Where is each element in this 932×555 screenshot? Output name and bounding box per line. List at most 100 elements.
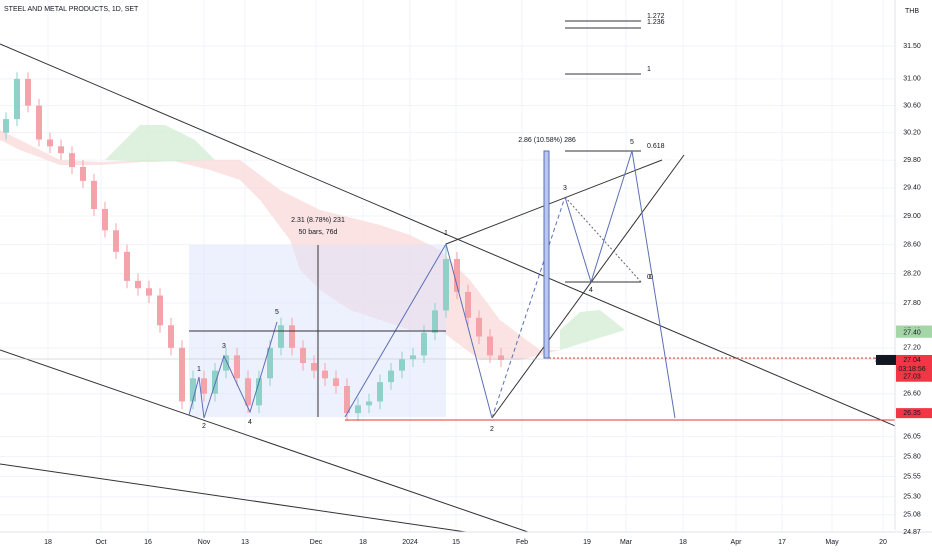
measure-label: 2.31 (8.78%) 231 xyxy=(291,217,345,224)
candle-body xyxy=(47,139,53,147)
price-tag-label: 26.35 xyxy=(903,410,921,417)
candle-body xyxy=(366,401,372,406)
candle-body xyxy=(300,347,306,364)
candle-body xyxy=(3,119,9,133)
wave-label: 1 xyxy=(197,366,201,373)
candle-body xyxy=(421,332,427,356)
currency: THB xyxy=(905,8,919,15)
candle-body xyxy=(80,167,86,181)
candle-body xyxy=(388,370,394,383)
price-tick-label: 25.55 xyxy=(903,473,921,480)
trendline xyxy=(491,154,685,419)
measure-right xyxy=(543,150,550,359)
price-tick-label: 25.80 xyxy=(903,453,921,460)
price-tick-label: 24.87 xyxy=(903,529,921,536)
time-tick-label: Nov xyxy=(198,539,211,546)
price-tag-label: 27.03 xyxy=(903,374,921,381)
last-price-tag xyxy=(896,354,932,374)
chart-title: STEEL AND METAL PRODUCTS, 1D, SET xyxy=(4,6,139,13)
candle-body xyxy=(14,78,20,120)
candle-body xyxy=(465,291,471,318)
price-tick-label: 30.60 xyxy=(903,102,921,109)
candle-body xyxy=(190,378,196,402)
time-tick-label: May xyxy=(825,539,839,546)
candle-body xyxy=(476,317,482,337)
fib-label: 1 xyxy=(647,66,651,73)
time-tick-label: 19 xyxy=(583,539,591,546)
price-tag xyxy=(896,408,932,419)
wave-projection xyxy=(564,150,676,419)
fib-label: 1.236 xyxy=(647,19,665,26)
cloud-green xyxy=(105,125,215,162)
wave-label: 3 xyxy=(222,343,226,350)
last-price: 27.04 xyxy=(903,357,921,364)
wave-label: 2 xyxy=(490,426,494,433)
candle-body xyxy=(234,355,240,379)
candle-body xyxy=(212,370,218,394)
wave xyxy=(188,321,278,419)
price-tick-label: 29.00 xyxy=(903,213,921,220)
wave-label: 4 xyxy=(248,419,252,426)
candle-body xyxy=(135,280,141,289)
candle-body xyxy=(223,355,229,371)
trendline xyxy=(0,43,929,441)
wave-projection xyxy=(491,196,566,419)
candle-body xyxy=(399,359,405,371)
price-tick-label: 31.00 xyxy=(903,76,921,83)
candle-body xyxy=(36,105,42,140)
price-tag xyxy=(896,371,932,382)
time-tick-label: 18 xyxy=(359,539,367,546)
price-scale-bg xyxy=(895,0,932,550)
time-tick-label: 17 xyxy=(778,539,786,546)
candle-body xyxy=(267,347,273,379)
candle-body xyxy=(289,325,295,348)
time-tick-label: Feb xyxy=(516,539,528,546)
candle-body xyxy=(333,378,339,386)
candle-body xyxy=(322,370,328,379)
candle-body xyxy=(168,325,174,348)
price-tick-label: 28.20 xyxy=(903,270,921,277)
candle-body xyxy=(443,259,449,311)
time-tick-label: Dec xyxy=(310,539,323,546)
symbol-label: STEEL xyxy=(875,357,897,364)
price-tick-label: 30.20 xyxy=(903,130,921,137)
wave-label: 4 xyxy=(589,287,593,294)
trendline xyxy=(0,349,529,533)
candle-body xyxy=(355,405,361,414)
price-tick-label: 25.08 xyxy=(903,512,921,519)
cloud-green-2 xyxy=(560,310,625,350)
fib-label: 0 xyxy=(647,274,651,281)
wave-label: 3 xyxy=(563,185,567,192)
candle-body xyxy=(377,382,383,402)
time-tick-label: 15 xyxy=(452,539,460,546)
price-tick-label: 27.20 xyxy=(903,345,921,352)
price-tick-label: 29.80 xyxy=(903,157,921,164)
countdown: 03:18:56 xyxy=(898,366,925,373)
time-tick-label: Mar xyxy=(620,539,633,546)
measure-label: 50 bars, 76d xyxy=(299,229,338,236)
candle-body xyxy=(410,355,416,360)
wave-label: 0 xyxy=(649,274,653,281)
wave-label: 2 xyxy=(202,423,206,430)
candle-body xyxy=(454,259,460,292)
candle-body xyxy=(113,230,119,252)
time-tick-label: 20 xyxy=(879,539,887,546)
trendline xyxy=(445,159,663,245)
time-tick-label: 18 xyxy=(44,539,52,546)
candle-body xyxy=(432,310,438,333)
candle-body xyxy=(58,146,64,154)
price-tick-label: 31.50 xyxy=(903,43,921,50)
time-tick-label: 2024 xyxy=(402,539,418,546)
time-tick-label: Oct xyxy=(96,539,107,546)
wave-label: 5 xyxy=(275,309,279,316)
candle-body xyxy=(344,385,350,414)
fib-label: 0.618 xyxy=(647,143,665,150)
price-tick-label: 29.40 xyxy=(903,185,921,192)
wave-label: 1 xyxy=(444,230,448,237)
candle-body xyxy=(91,180,97,209)
price-tag xyxy=(896,327,932,338)
price-tick-label: 28.60 xyxy=(903,241,921,248)
price-tick-label: 26.60 xyxy=(903,391,921,398)
candle-body xyxy=(124,251,130,281)
